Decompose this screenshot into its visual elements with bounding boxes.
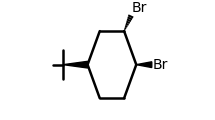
Polygon shape <box>63 61 88 68</box>
Polygon shape <box>136 62 152 68</box>
Text: Br: Br <box>132 1 147 15</box>
Text: Br: Br <box>153 58 168 72</box>
